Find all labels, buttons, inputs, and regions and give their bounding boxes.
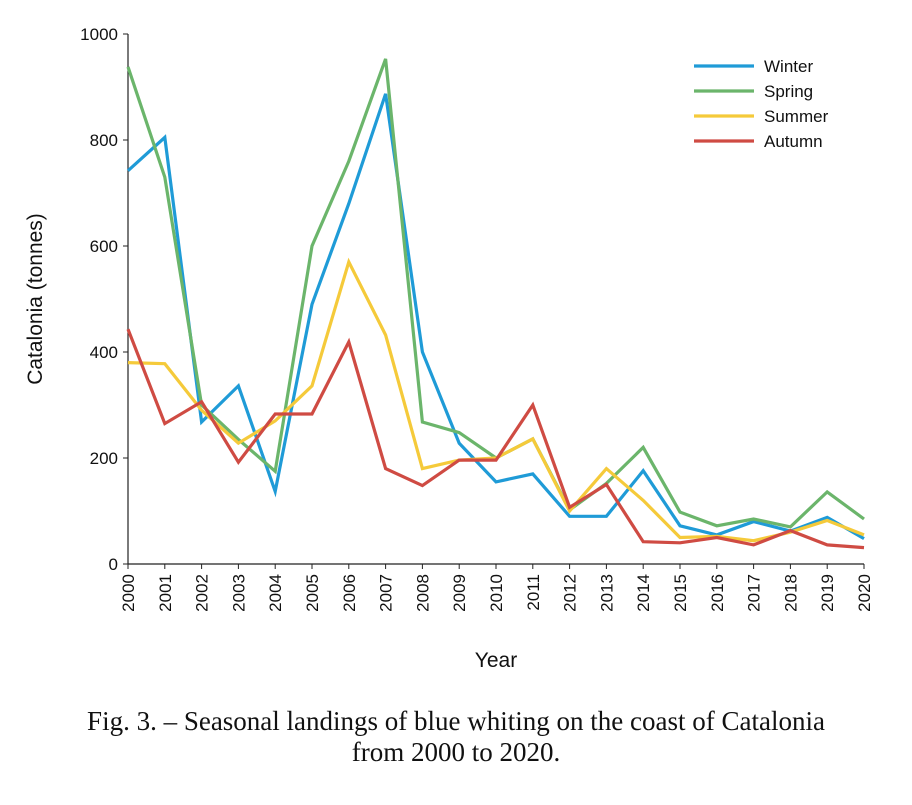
y-tick-label: 400 (90, 343, 118, 362)
x-tick-label: 2007 (377, 574, 396, 612)
x-tick-label: 2008 (413, 574, 432, 612)
y-tick-label: 0 (109, 555, 118, 574)
x-tick-label: 2000 (119, 574, 138, 612)
x-tick-label: 2018 (781, 574, 800, 612)
series-line-winter (126, 93, 865, 540)
x-tick-label: 2017 (745, 574, 764, 612)
series-line-autumn (126, 328, 865, 550)
legend-label-autumn: Autumn (764, 132, 823, 151)
x-tick-label: 2005 (303, 574, 322, 612)
caption-line-1: Fig. 3. – Seasonal landings of blue whit… (87, 706, 825, 736)
y-tick-label: 1000 (80, 25, 118, 44)
figure-caption: Fig. 3. – Seasonal landings of blue whit… (0, 706, 912, 768)
x-tick-label: 2020 (855, 574, 874, 612)
x-tick-label: 2015 (671, 574, 690, 612)
legend-label-summer: Summer (764, 107, 829, 126)
legend: Winter Spring Summer Autumn (694, 57, 829, 151)
x-tick-label: 2002 (193, 574, 212, 612)
y-tick-label: 200 (90, 449, 118, 468)
y-tick-label: 800 (90, 131, 118, 150)
x-tick-label: 2013 (597, 574, 616, 612)
y-axis-label: Catalonia (tonnes) (24, 213, 47, 385)
x-tick-label: 2004 (266, 574, 285, 612)
x-tick-label: 2003 (229, 574, 248, 612)
x-tick-label: 2016 (708, 574, 727, 612)
tick-labels: 0 200 400 600 800 1000 2000 2001 2002 2003 2004 200… (80, 25, 874, 612)
x-tick-label: 2011 (524, 574, 543, 611)
y-tick-label: 600 (90, 237, 118, 256)
x-tick-label: 2009 (450, 574, 469, 612)
x-tick-label: 2001 (156, 574, 175, 612)
series-line-summer (127, 257, 865, 543)
x-tick-label: 2006 (340, 574, 359, 612)
x-tick-label: 2019 (818, 574, 837, 612)
x-axis-label: Year (475, 649, 517, 672)
line-chart: 0 200 400 600 800 1000 2000 2001 2002 2003 2004 200… (24, 25, 874, 672)
x-tick-label: 2014 (634, 574, 653, 612)
axes (123, 33, 865, 569)
x-tick-label: 2012 (561, 574, 580, 612)
legend-label-winter: Winter (764, 57, 813, 76)
legend-label-spring: Spring (764, 82, 813, 101)
caption-line-2: from 2000 to 2020. (351, 737, 561, 767)
series-lines (126, 58, 865, 550)
x-tick-label: 2010 (487, 574, 506, 612)
